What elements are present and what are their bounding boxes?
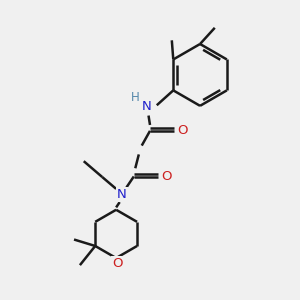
- Text: N: N: [117, 188, 127, 201]
- Text: N: N: [142, 100, 152, 113]
- Text: O: O: [112, 257, 123, 270]
- Text: O: O: [178, 124, 188, 137]
- Text: H: H: [131, 92, 140, 104]
- Text: O: O: [161, 170, 172, 183]
